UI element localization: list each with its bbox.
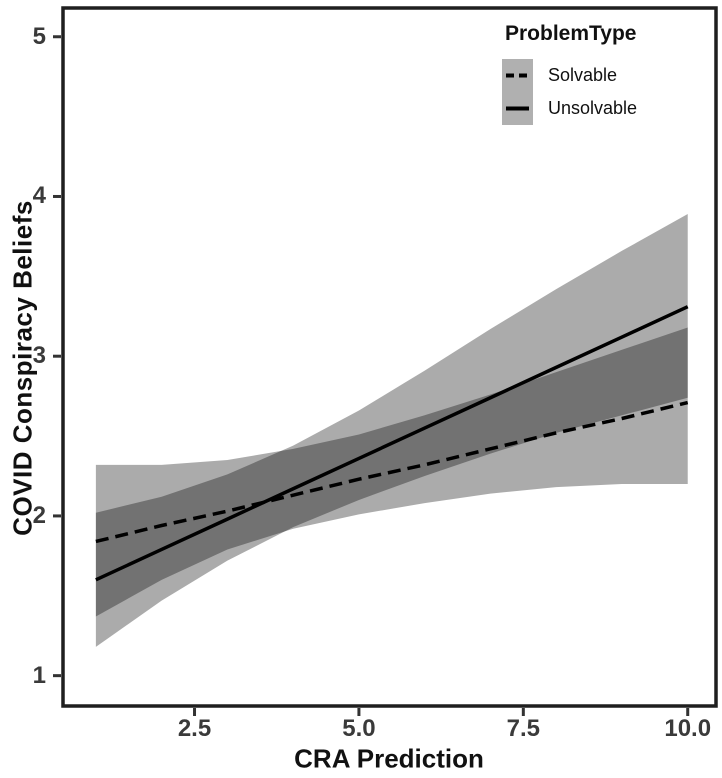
solid-line-key-icon <box>502 92 533 125</box>
legend-label-unsolvable: Unsolvable <box>548 98 638 118</box>
y-tick-label-2: 2 <box>32 501 46 529</box>
x-tick-label-10.0: 10.0 <box>664 715 712 742</box>
y-tick-label-4: 4 <box>32 182 46 210</box>
trend-line-unsolvable <box>95 305 689 582</box>
x-tick-label-5.0: 5.0 <box>342 715 376 742</box>
trend-line-solvable <box>95 400 689 544</box>
legend-entry-unsolvable[interactable]: Unsolvable <box>502 92 637 125</box>
y-tick-label-1: 1 <box>32 661 46 689</box>
y-tick-label-5: 5 <box>32 22 46 50</box>
ci-ribbon-unsolvable <box>95 214 688 647</box>
legend-label-solvable: Solvable <box>548 65 618 85</box>
legend-title: ProblemType <box>505 22 637 45</box>
legend: ProblemType Solvable Unsolvable <box>502 22 637 125</box>
panel-border <box>61 6 718 708</box>
legend-entry-solvable[interactable]: Solvable <box>502 59 637 92</box>
dashed-line-key-icon <box>502 59 533 92</box>
x-tick-label-2.5: 2.5 <box>177 715 212 742</box>
x-axis-title: CRA Prediction <box>294 743 484 774</box>
y-tick-label-3: 3 <box>32 342 46 370</box>
x-tick-label-7.5: 7.5 <box>506 715 540 742</box>
